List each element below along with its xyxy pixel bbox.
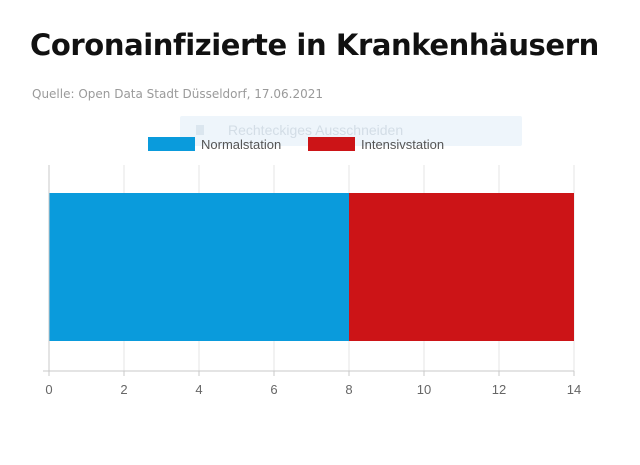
bar-intensivstation xyxy=(349,193,574,341)
legend-label-normalstation: Normalstation xyxy=(201,137,281,152)
x-tick-label-4: 8 xyxy=(345,382,352,397)
x-tick-label-5: 10 xyxy=(417,382,431,397)
bars xyxy=(49,193,574,341)
x-axis: 0 2 4 6 8 10 12 14 xyxy=(43,165,581,397)
x-tick-label-2: 4 xyxy=(195,382,202,397)
snipping-tool-label: Rechteckiges Ausschneiden xyxy=(228,122,404,138)
x-tick-label-7: 14 xyxy=(567,382,581,397)
legend-swatch-normalstation xyxy=(148,137,195,151)
chart-title: Coronainfizierte in Krankenhäusern xyxy=(30,28,599,62)
x-tick-label-1: 2 xyxy=(120,382,127,397)
legend-swatch-intensivstation xyxy=(308,137,355,151)
x-tick-label-6: 12 xyxy=(492,382,506,397)
legend: Normalstation Intensivstation xyxy=(148,137,444,152)
snip-icon xyxy=(196,125,204,135)
chart-source: Quelle: Open Data Stadt Düsseldorf, 17.0… xyxy=(32,87,324,101)
x-tick-label-0: 0 xyxy=(45,382,52,397)
x-tick-label-3: 6 xyxy=(270,382,277,397)
bar-normalstation xyxy=(49,193,349,341)
legend-label-intensivstation: Intensivstation xyxy=(361,137,444,152)
